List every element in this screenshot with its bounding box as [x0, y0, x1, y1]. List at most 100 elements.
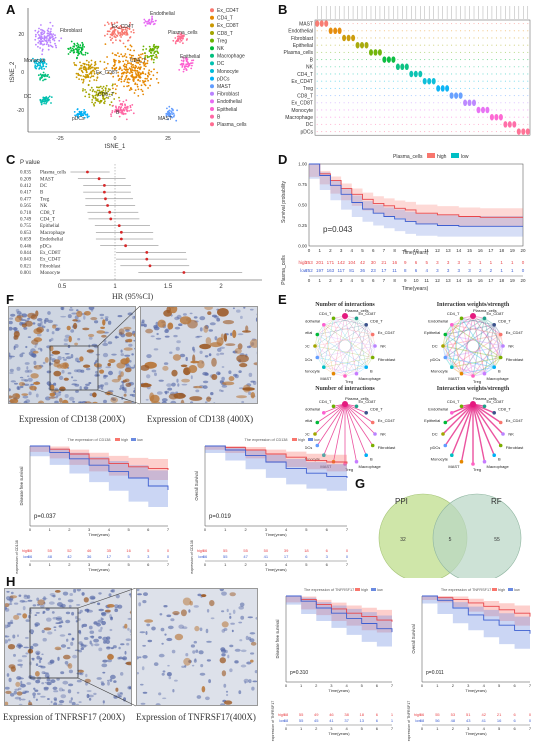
violin [509, 116, 511, 118]
ihc-nucleus [17, 634, 19, 637]
violin [437, 80, 439, 82]
network-node-label: Plasma_cells [473, 396, 497, 401]
forest-point-0 [86, 170, 89, 174]
tsne-point [104, 97, 106, 100]
km-d-risk-low-6: 23 [371, 268, 377, 273]
tsne-point [121, 112, 124, 114]
violin [334, 116, 336, 118]
ihc-nucleus [67, 689, 72, 694]
tsne-point [125, 34, 127, 36]
tsne-point [106, 21, 109, 24]
ihc-nucleus [48, 339, 52, 342]
ihc-nucleus [229, 668, 233, 673]
tsne-point [83, 62, 86, 65]
ihc-nucleus [14, 382, 18, 385]
violin [334, 37, 336, 39]
tsne-point [125, 66, 128, 69]
ihc-nucleus [89, 393, 93, 397]
network-node [331, 404, 336, 409]
network-edge [317, 315, 346, 335]
tsne-point [36, 64, 39, 66]
km-d-risk-xtick-15: 15 [467, 278, 473, 283]
violin [495, 23, 497, 25]
network-edge [461, 318, 495, 368]
tsne-point [174, 37, 177, 39]
violin [388, 30, 390, 32]
ihc-nucleus [188, 609, 191, 613]
ihc-nucleus [93, 621, 98, 625]
ihc-nucleus [158, 379, 164, 382]
tsne-cluster-treg [142, 43, 160, 64]
km-h-right-xtick-3: 3 [467, 683, 470, 688]
tsne-point [30, 59, 33, 62]
tsne-point [90, 59, 93, 62]
ihc-nucleus [86, 367, 91, 371]
violin [442, 37, 444, 39]
ihc-nucleus [67, 599, 74, 603]
tsne-point [186, 58, 189, 60]
network-node-label: CD4_T [447, 311, 460, 316]
tsne-point [81, 44, 84, 47]
tsne-point [45, 102, 47, 105]
panel-g-venn: PPI RF 32 5 55 [378, 493, 522, 578]
violin [343, 59, 345, 61]
violin [460, 66, 462, 68]
violin [512, 121, 517, 128]
ihc-stain [96, 330, 105, 334]
tsne-point [48, 38, 50, 41]
km-d-xtick-7: 7 [383, 248, 386, 253]
tsne-point [101, 91, 104, 94]
km-f-left-risk-xtick-3: 3 [88, 562, 91, 567]
ihc-stain [32, 350, 39, 354]
km-f-right-risk-xtick-4: 4 [285, 562, 288, 567]
tsne-point [98, 86, 101, 89]
ihc-stain [141, 383, 152, 388]
tsne-point [183, 66, 186, 69]
panel-d-km: Plasma_cells high low 1.000.750.500.250.… [281, 153, 526, 292]
violin [424, 131, 426, 133]
tsne-point [174, 42, 177, 45]
tsne-point [144, 73, 147, 76]
ihc-nucleus [230, 332, 233, 336]
violin [419, 109, 421, 111]
ihc-nucleus [80, 369, 85, 373]
network-node [501, 344, 505, 348]
ihc-nucleus [48, 704, 51, 705]
forest-point-14 [148, 264, 152, 268]
ihc-nucleus [179, 353, 186, 358]
ihc-nucleus [153, 662, 159, 666]
violin-frame [314, 19, 531, 136]
ihc-nucleus [100, 317, 104, 320]
tsne-point [98, 72, 101, 74]
violin [446, 23, 448, 25]
ihc-nucleus [250, 652, 255, 655]
km-d-risk-xtick-10: 10 [413, 278, 419, 283]
ihc-nucleus [205, 628, 209, 634]
tsne-points [30, 15, 195, 122]
violin [325, 51, 327, 53]
km-d-risk-high-18: 1 [500, 260, 503, 265]
tsne-point [150, 57, 153, 60]
km-h-left-risk-high-3: 46 [329, 712, 334, 717]
violin [460, 59, 462, 61]
tsne-point [35, 43, 37, 46]
tsne-point [114, 53, 116, 56]
tsne-point [77, 54, 79, 57]
ihc-nucleus [88, 694, 94, 698]
violin [343, 51, 345, 53]
violin [334, 51, 336, 53]
violin [437, 59, 439, 61]
ihc-nucleus [59, 700, 65, 704]
violin [522, 102, 524, 104]
tsne-point [78, 78, 80, 80]
ihc-nucleus [142, 655, 148, 659]
ihc-nucleus [151, 626, 156, 631]
network-node-label: Macrophage [359, 464, 382, 469]
ihc-stain [76, 310, 83, 318]
km-h-left-legend-low-swatch [371, 588, 376, 591]
tsne-point [39, 47, 41, 49]
ihc-nucleus [115, 594, 120, 599]
ihc-nucleus [40, 665, 46, 669]
tsne-point [154, 20, 157, 22]
tsne-point [150, 20, 153, 23]
